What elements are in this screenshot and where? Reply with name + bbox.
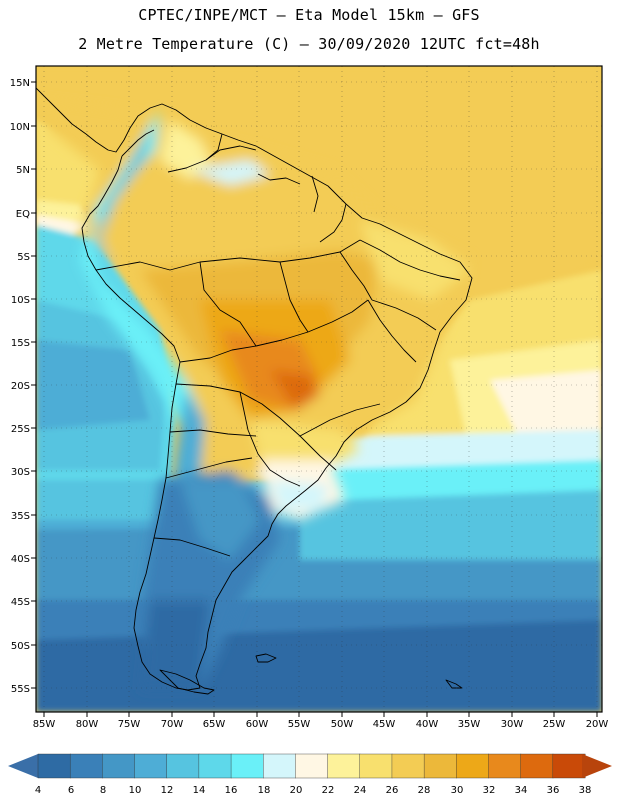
lon-label: 60W [246,719,269,730]
lat-label: 10N [10,122,30,133]
colorbar-cell [552,753,586,779]
lat-label: 10S [11,295,30,306]
colorbar-tick: 36 [547,785,560,796]
colorbar-tick: 12 [161,785,174,796]
temperature-field [36,66,602,712]
lat-label: EQ [16,209,30,220]
colorbar-tick: 16 [225,785,238,796]
lat-label: 40S [11,554,30,565]
colorbar-cell [295,753,329,779]
lon-label: 45W [373,719,396,730]
colorbar-cell [488,753,522,779]
lon-label: 35W [458,719,481,730]
lat-label: 35S [11,511,30,522]
longitude-labels: 85W 80W 75W 70W 65W 60W 55W 50W 45W 40W … [33,719,609,730]
colorbar-tick: 24 [354,785,367,796]
lon-label: 85W [33,719,56,730]
colorbar-tick: 30 [451,785,464,796]
colorbar-cell [520,753,554,779]
colorbar-tick: 26 [386,785,399,796]
lat-label: 20S [11,381,30,392]
lat-label: 5N [16,165,30,176]
lat-label: 55S [11,684,30,695]
colorbar-tick: 8 [100,785,106,796]
lat-label: 45S [11,597,30,608]
colorbar-high-arrow [582,754,612,778]
colorbar-tick: 34 [515,785,528,796]
lon-label: 75W [118,719,141,730]
lat-label: 5S [17,252,30,263]
lon-label: 30W [501,719,524,730]
colorbar-cell [263,753,296,779]
colorbar-cell [37,753,71,779]
lon-label: 80W [76,719,99,730]
lon-label: 55W [288,719,311,730]
colorbar-cell [423,753,457,779]
colorbar-low-arrow [8,754,38,778]
latitude-labels: 15N 10N 5N EQ 5S 10S 15S 20S 25S 30S 35S… [10,78,30,695]
lat-label: 15S [11,338,30,349]
colorbar-tick: 14 [193,785,206,796]
colorbar-tick: 38 [579,785,592,796]
tick-marks [31,81,598,717]
lon-label: 25W [543,719,566,730]
title-line-2: 2 Metre Temperature (C) — 30/09/2020 12U… [78,35,540,53]
lat-label: 50S [11,641,30,652]
colorbar-tick: 22 [322,785,335,796]
colorbar-tick: 18 [258,785,271,796]
lon-label: 40W [416,719,439,730]
lat-label: 25S [11,424,30,435]
colorbar-cell [456,753,489,779]
colorbar-tick: 28 [418,785,431,796]
lon-label: 65W [203,719,226,730]
colorbar-cell [134,753,168,779]
title-line-1: CPTEC/INPE/MCT — Eta Model 15km — GFS [138,6,480,24]
colorbar-cell [230,753,264,779]
colorbar-tick: 4 [35,785,41,796]
colorbar-cell [359,753,393,779]
colorbar-tick: 10 [129,785,142,796]
lat-label: 15N [10,78,30,89]
colorbar-tick: 32 [483,785,496,796]
colorbar: 4 6 8 10 12 14 16 18 20 22 24 26 28 30 3… [8,753,612,796]
colorbar-cell [166,753,200,779]
colorbar-tick: 6 [68,785,74,796]
coastline [36,87,473,695]
colorbar-cell [69,753,103,779]
colorbar-tick-labels: 4 6 8 10 12 14 16 18 20 22 24 26 28 30 3… [35,785,592,796]
colorbar-cell [102,753,136,779]
map-frame [35,65,603,713]
lat-label: 30S [11,467,30,478]
colorbar-cells [37,753,586,779]
colorbar-cell [391,753,425,779]
lon-label: 50W [331,719,354,730]
lon-label: 20W [586,719,609,730]
colorbar-cell [198,753,232,779]
lon-label: 70W [161,719,184,730]
colorbar-tick: 20 [290,785,303,796]
colorbar-cell [327,753,361,779]
